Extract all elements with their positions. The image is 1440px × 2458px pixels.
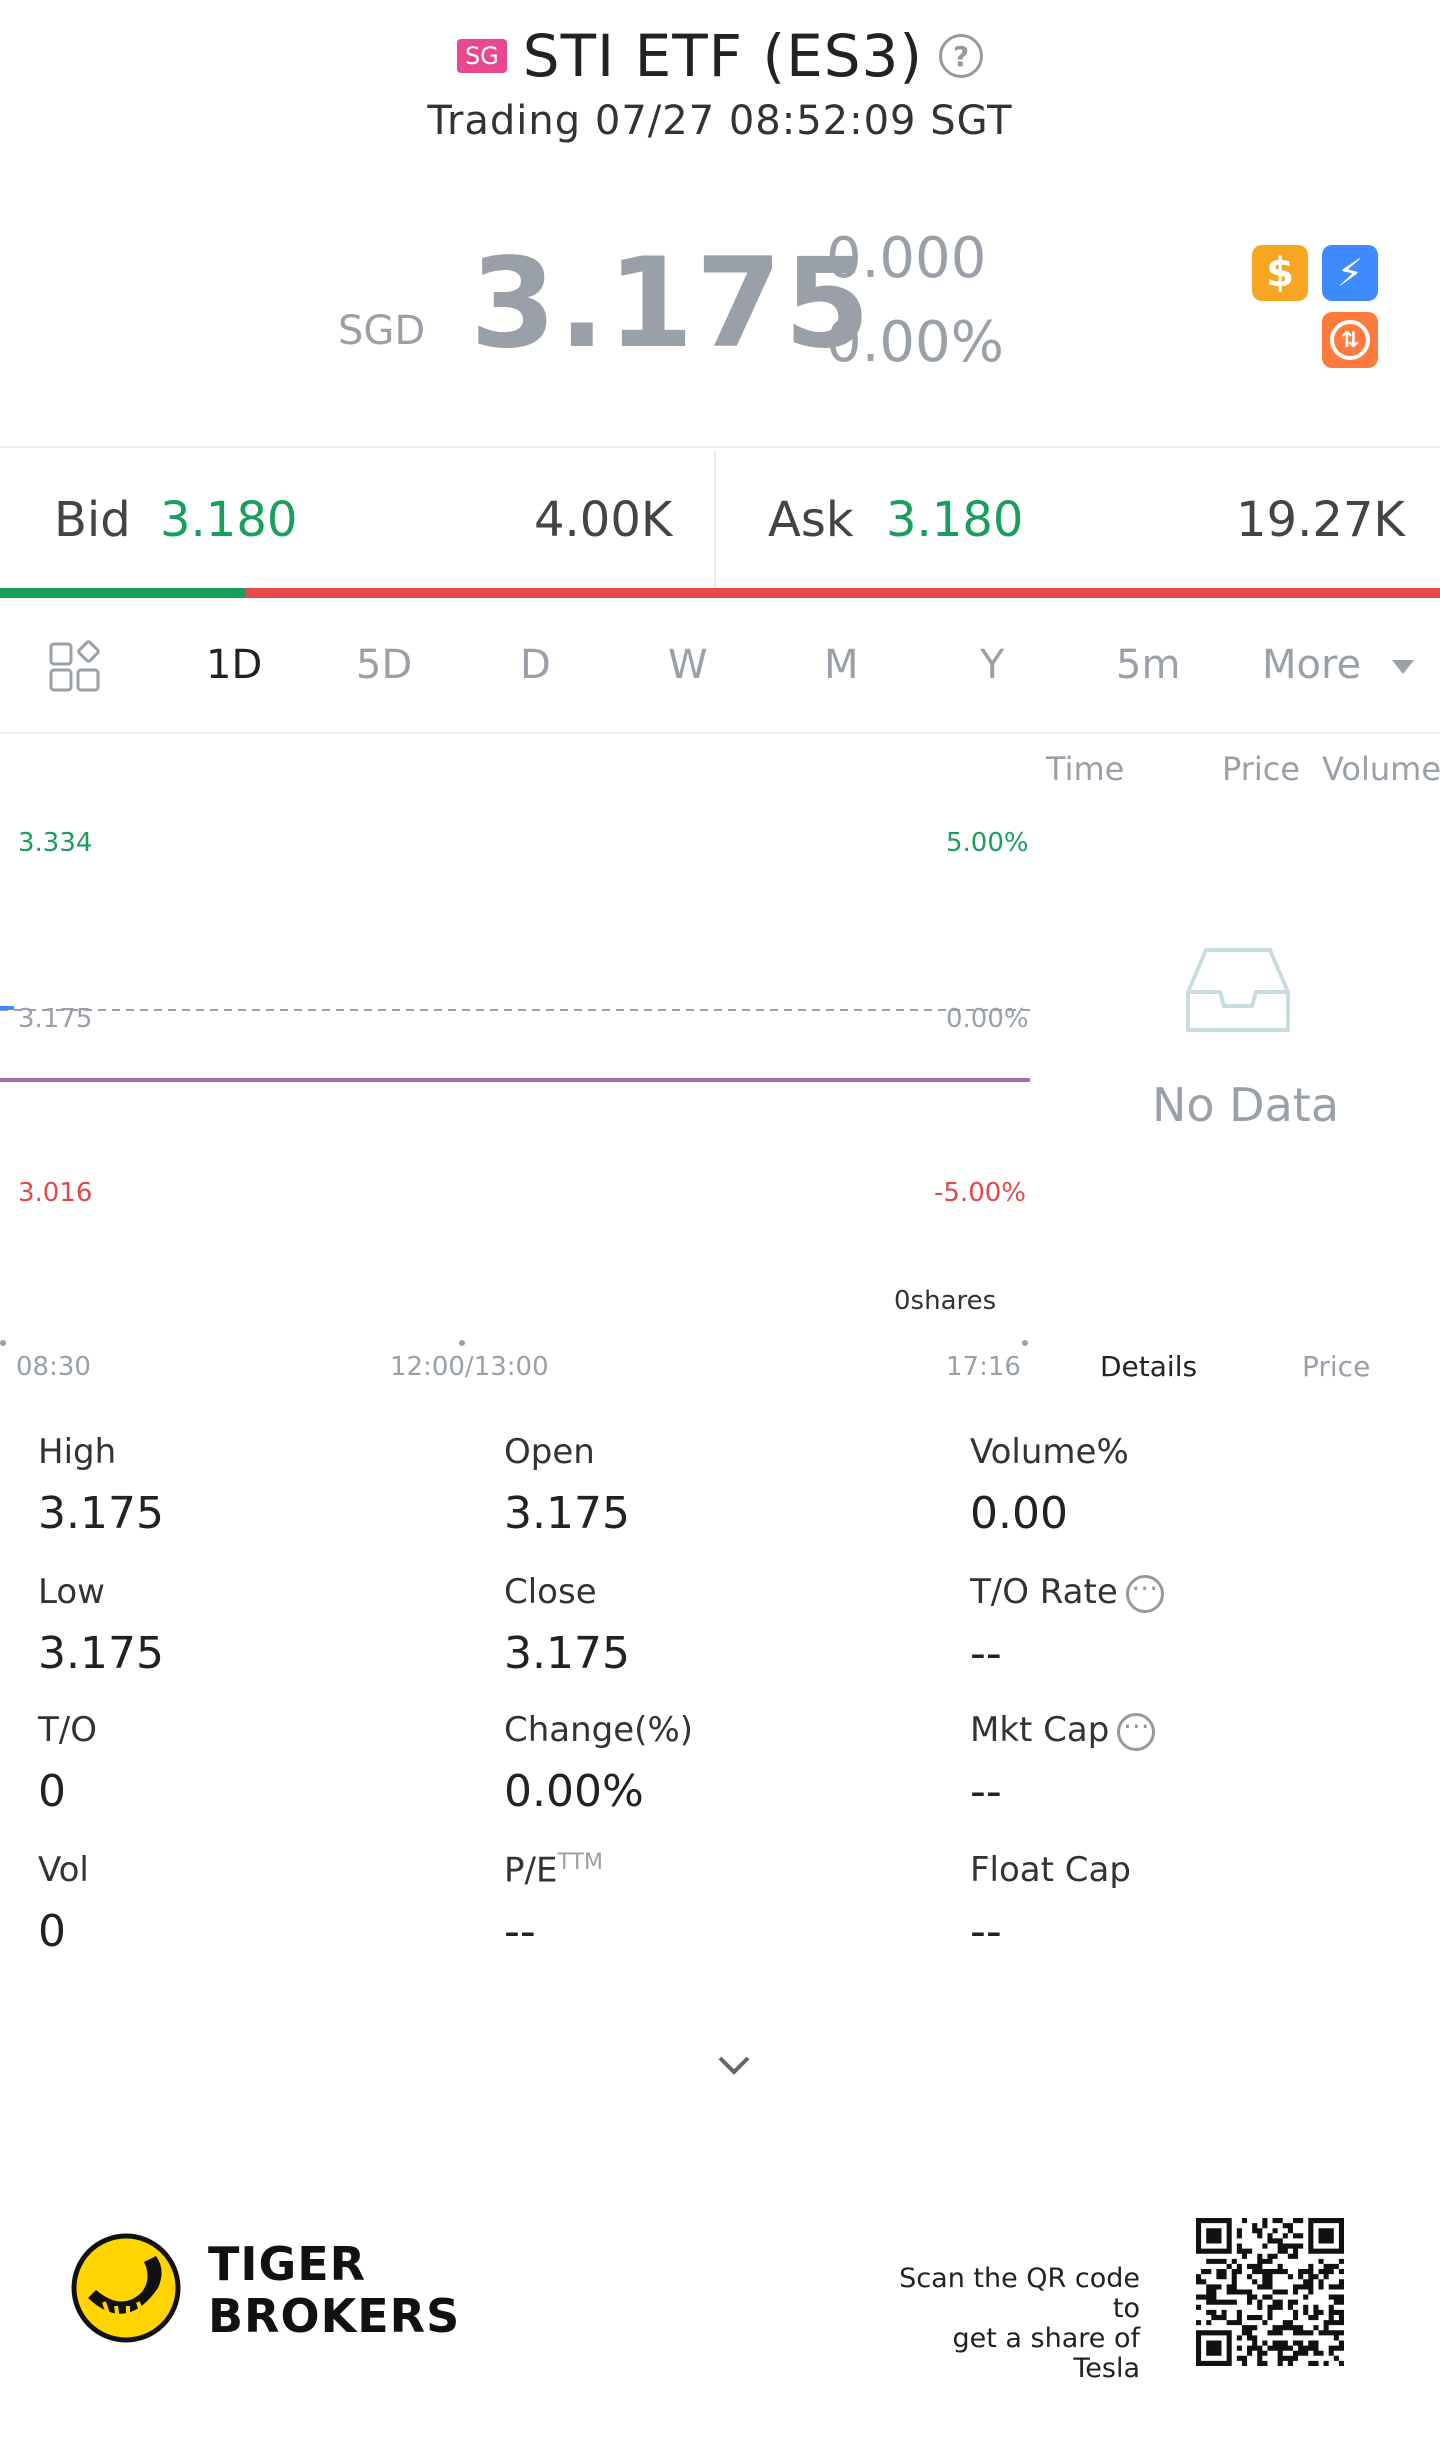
- x-axis-mid: 12:00/13:00: [390, 1352, 549, 1382]
- stat-label-open: Open: [504, 1432, 595, 1472]
- more-info-icon[interactable]: [1125, 1570, 1164, 1613]
- tab-m[interactable]: M: [824, 642, 859, 688]
- stat-label-to: T/O: [38, 1710, 97, 1750]
- pct-axis-max: 5.00%: [946, 828, 1029, 858]
- x-tick: [459, 1340, 465, 1346]
- page-title: STI ETF (ES3): [522, 22, 924, 90]
- bid-ask-separator: [714, 450, 716, 590]
- volume-label: 0shares: [894, 1286, 997, 1316]
- col-header-price: Price: [1222, 750, 1301, 788]
- bid-label: Bid: [54, 492, 131, 548]
- brand-line-2: BROKERS: [208, 2289, 461, 2343]
- pct-axis-min: -5.00%: [934, 1178, 1026, 1208]
- stat-label-pe-text: P/E: [504, 1850, 558, 1891]
- pct-axis-mid: 0.00%: [946, 1004, 1029, 1034]
- stat-label-vol: Vol: [38, 1850, 89, 1890]
- intraday-chart[interactable]: [0, 790, 1030, 1370]
- x-axis-end: 17:16: [946, 1352, 1021, 1382]
- ask-volume-bar: [246, 588, 1440, 598]
- currency-label: SGD: [338, 308, 426, 354]
- stat-value-high: 3.175: [38, 1488, 164, 1539]
- stat-value-low: 3.175: [38, 1628, 164, 1679]
- stat-value-volume-pct: 0.00: [970, 1488, 1068, 1539]
- tab-w[interactable]: W: [668, 642, 708, 688]
- help-icon[interactable]: ?: [939, 34, 984, 78]
- brand-line-1: TIGER: [208, 2237, 367, 2291]
- tab-more[interactable]: More: [1262, 642, 1362, 688]
- stat-value-to: 0: [38, 1766, 66, 1817]
- stat-value-to-rate: --: [970, 1628, 1002, 1679]
- divider: [0, 732, 1440, 734]
- bid-size: 4.00K: [534, 492, 673, 548]
- lightning-icon[interactable]: ⚡: [1322, 245, 1378, 301]
- qr-code: [1196, 2218, 1344, 2366]
- tiger-logo-icon: [71, 2233, 181, 2343]
- stat-label-volume-pct: Volume%: [970, 1432, 1129, 1472]
- bid-price[interactable]: 3.180: [160, 492, 298, 548]
- tab-5d[interactable]: 5D: [356, 642, 413, 688]
- stat-value-vol: 0: [38, 1906, 66, 1957]
- stat-label-float-cap: Float Cap: [970, 1850, 1131, 1890]
- stat-label-pe: P/ETTM: [504, 1850, 603, 1890]
- divider: [0, 446, 1440, 448]
- stat-label-low: Low: [38, 1572, 105, 1612]
- chevron-down-icon[interactable]: [1392, 660, 1414, 674]
- price-change-percent: 0.00%: [826, 310, 1004, 375]
- qr-pattern: [1196, 2218, 1344, 2366]
- stat-label-change: Change(%): [504, 1710, 694, 1750]
- more-info-icon[interactable]: [1117, 1708, 1156, 1751]
- swap-icon[interactable]: ⇅: [1322, 312, 1378, 368]
- dollar-icon[interactable]: $: [1252, 245, 1308, 301]
- qr-caption-line-1: Scan the QR code to: [899, 2263, 1140, 2324]
- price-change: 0.000: [826, 226, 987, 291]
- grid-icon[interactable]: [48, 640, 102, 694]
- y-axis-min: 3.016: [18, 1178, 93, 1208]
- inbox-icon: [1186, 948, 1290, 1032]
- trading-status: Trading 07/27 08:52:09 SGT: [427, 98, 1013, 144]
- tab-y[interactable]: Y: [980, 642, 1005, 688]
- stat-label-pe-sup: TTM: [557, 1850, 603, 1875]
- qr-caption-line-2: get a share of Tesla: [952, 2323, 1141, 2384]
- stat-value-mkt-cap: --: [970, 1766, 1002, 1817]
- y-axis-mid: 3.175: [18, 1004, 93, 1034]
- x-axis-start: 08:30: [16, 1352, 91, 1382]
- stat-label-high: High: [38, 1432, 117, 1472]
- tab-1d[interactable]: 1D: [206, 642, 263, 688]
- x-tick: [1022, 1340, 1028, 1346]
- title-row: SG STI ETF (ES3) ?: [0, 22, 1440, 90]
- market-badge: SG: [456, 39, 507, 73]
- qr-caption: Scan the QR code to get a share of Tesla: [894, 2264, 1140, 2384]
- ask-price[interactable]: 3.180: [886, 492, 1024, 548]
- stat-value-pe: --: [504, 1906, 536, 1957]
- tab-price[interactable]: Price: [1302, 1350, 1371, 1383]
- expand-chevron-icon[interactable]: [716, 2048, 752, 2084]
- stat-label-mkt-cap: Mkt Cap: [970, 1708, 1156, 1751]
- stat-value-close: 3.175: [504, 1628, 630, 1679]
- col-header-time: Time: [1046, 750, 1125, 788]
- stat-value-change: 0.00%: [504, 1766, 644, 1817]
- empty-state-text: No Data: [1152, 1078, 1340, 1132]
- stat-value-open: 3.175: [504, 1488, 630, 1539]
- y-axis-max: 3.334: [18, 828, 93, 858]
- col-header-volume: Volume: [1322, 750, 1440, 788]
- stat-value-float-cap: --: [970, 1906, 1002, 1957]
- stat-label-mkt-cap-text: Mkt Cap: [970, 1710, 1110, 1750]
- ask-label: Ask: [768, 492, 854, 548]
- stat-label-to-rate-text: T/O Rate: [970, 1572, 1118, 1612]
- bid-volume-bar: [0, 588, 246, 598]
- ask-size: 19.27K: [1236, 492, 1405, 548]
- stat-label-close: Close: [504, 1572, 597, 1612]
- stat-label-to-rate: T/O Rate: [970, 1570, 1164, 1613]
- x-tick: [0, 1340, 6, 1346]
- brand-name: TIGER BROKERS: [208, 2238, 460, 2342]
- last-price: 3.175: [470, 232, 873, 376]
- tab-d[interactable]: D: [520, 642, 551, 688]
- tab-details[interactable]: Details: [1100, 1350, 1198, 1383]
- tab-5m[interactable]: 5m: [1116, 642, 1181, 688]
